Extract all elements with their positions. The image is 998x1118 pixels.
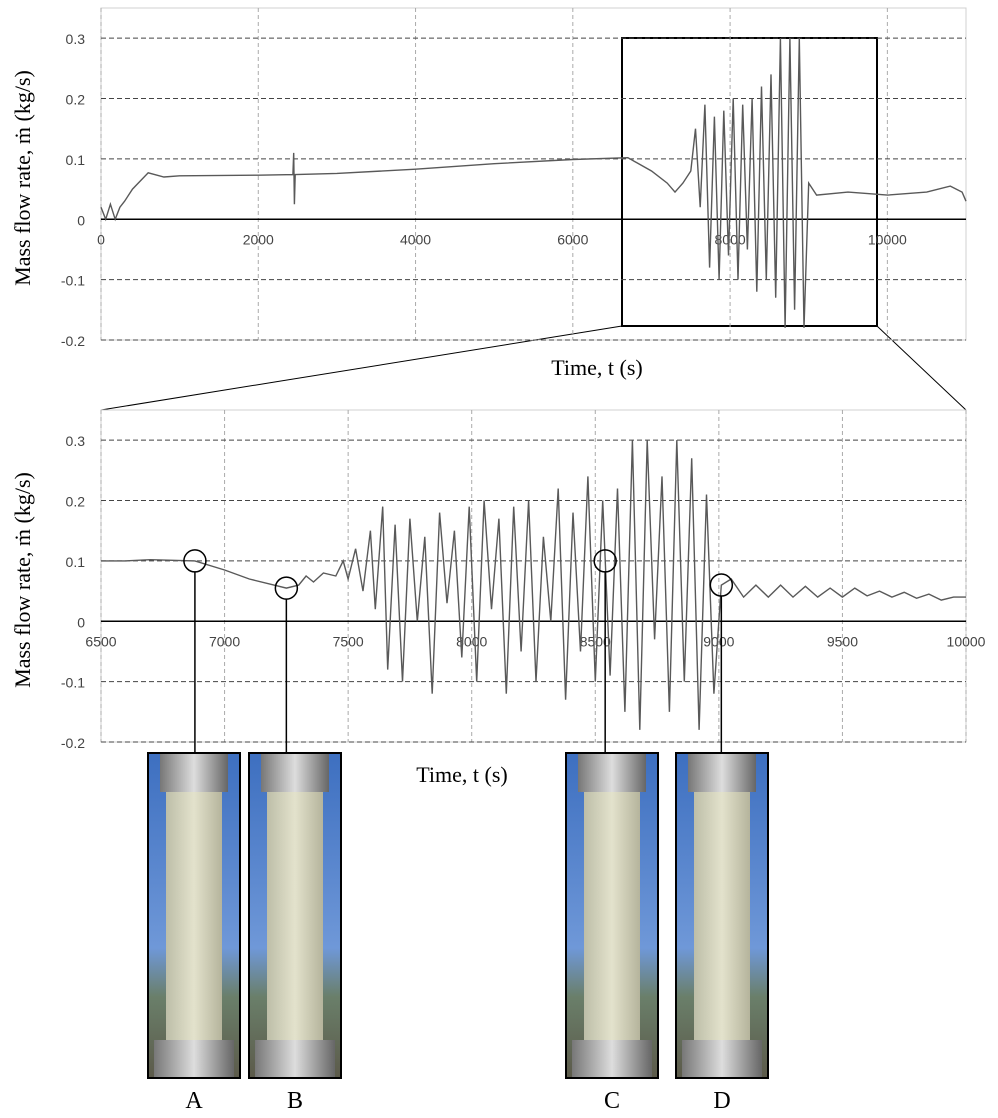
x-tick-label: 9000 <box>703 633 734 649</box>
x-tick-label: 2000 <box>243 231 274 247</box>
data-line <box>101 440 966 730</box>
data-line <box>100 38 967 328</box>
x-axis-label: Time, t (s) <box>416 762 507 787</box>
y-axis-label: Mass flow rate, ṁ (kg/s) <box>10 472 35 688</box>
x-tick-label: 7000 <box>209 633 240 649</box>
photo-label: A <box>185 1088 203 1114</box>
y-tick-label: 0.2 <box>66 92 86 108</box>
y-tick-label: 0.1 <box>66 554 86 570</box>
x-tick-label: 8500 <box>580 633 611 649</box>
y-tick-label: 0.3 <box>66 433 86 449</box>
x-tick-label: 8000 <box>456 633 487 649</box>
photo-tube <box>267 790 323 1040</box>
photo-base <box>682 1040 762 1077</box>
zoom-connector <box>100 325 623 411</box>
photo <box>147 752 241 1079</box>
photo-base <box>572 1040 652 1077</box>
y-tick-label: -0.2 <box>61 735 85 751</box>
x-tick-label: 6500 <box>85 633 116 649</box>
photo-label: D <box>713 1088 730 1114</box>
x-tick-label: 4000 <box>400 231 431 247</box>
y-tick-label: 0.2 <box>66 494 86 510</box>
plot-area <box>100 7 967 341</box>
photo-cap <box>688 754 756 792</box>
photo <box>248 752 342 1079</box>
photo-base <box>154 1040 234 1077</box>
y-axis-label: Mass flow rate, ṁ (kg/s) <box>10 70 35 286</box>
x-tick-label: 7500 <box>333 633 364 649</box>
x-tick-label: 9500 <box>827 633 858 649</box>
photo-tube <box>166 790 222 1040</box>
y-tick-label: -0.1 <box>61 675 85 691</box>
photo-base <box>255 1040 335 1077</box>
y-tick-label: 0.3 <box>66 31 86 47</box>
x-tick-label: 10000 <box>947 633 986 649</box>
y-tick-label: -0.2 <box>61 333 85 349</box>
photo-cap <box>160 754 228 792</box>
photo <box>565 752 659 1079</box>
photo-tube <box>584 790 640 1040</box>
x-axis-label: Time, t (s) <box>551 355 642 380</box>
photo <box>675 752 769 1079</box>
y-tick-label: -0.1 <box>61 273 85 289</box>
x-tick-label: 0 <box>97 231 105 247</box>
photo-cap <box>578 754 646 792</box>
photo-tube <box>694 790 750 1040</box>
photo-label: C <box>604 1088 620 1114</box>
zoom-connector <box>876 325 967 411</box>
photo-label: B <box>287 1088 303 1114</box>
plot-area <box>100 409 967 743</box>
y-tick-label: 0 <box>77 212 85 228</box>
photo-cap <box>261 754 329 792</box>
y-tick-label: 0 <box>77 614 85 630</box>
x-tick-label: 8000 <box>715 231 746 247</box>
y-tick-label: 0.1 <box>66 152 86 168</box>
x-tick-label: 10000 <box>868 231 907 247</box>
x-tick-label: 6000 <box>557 231 588 247</box>
